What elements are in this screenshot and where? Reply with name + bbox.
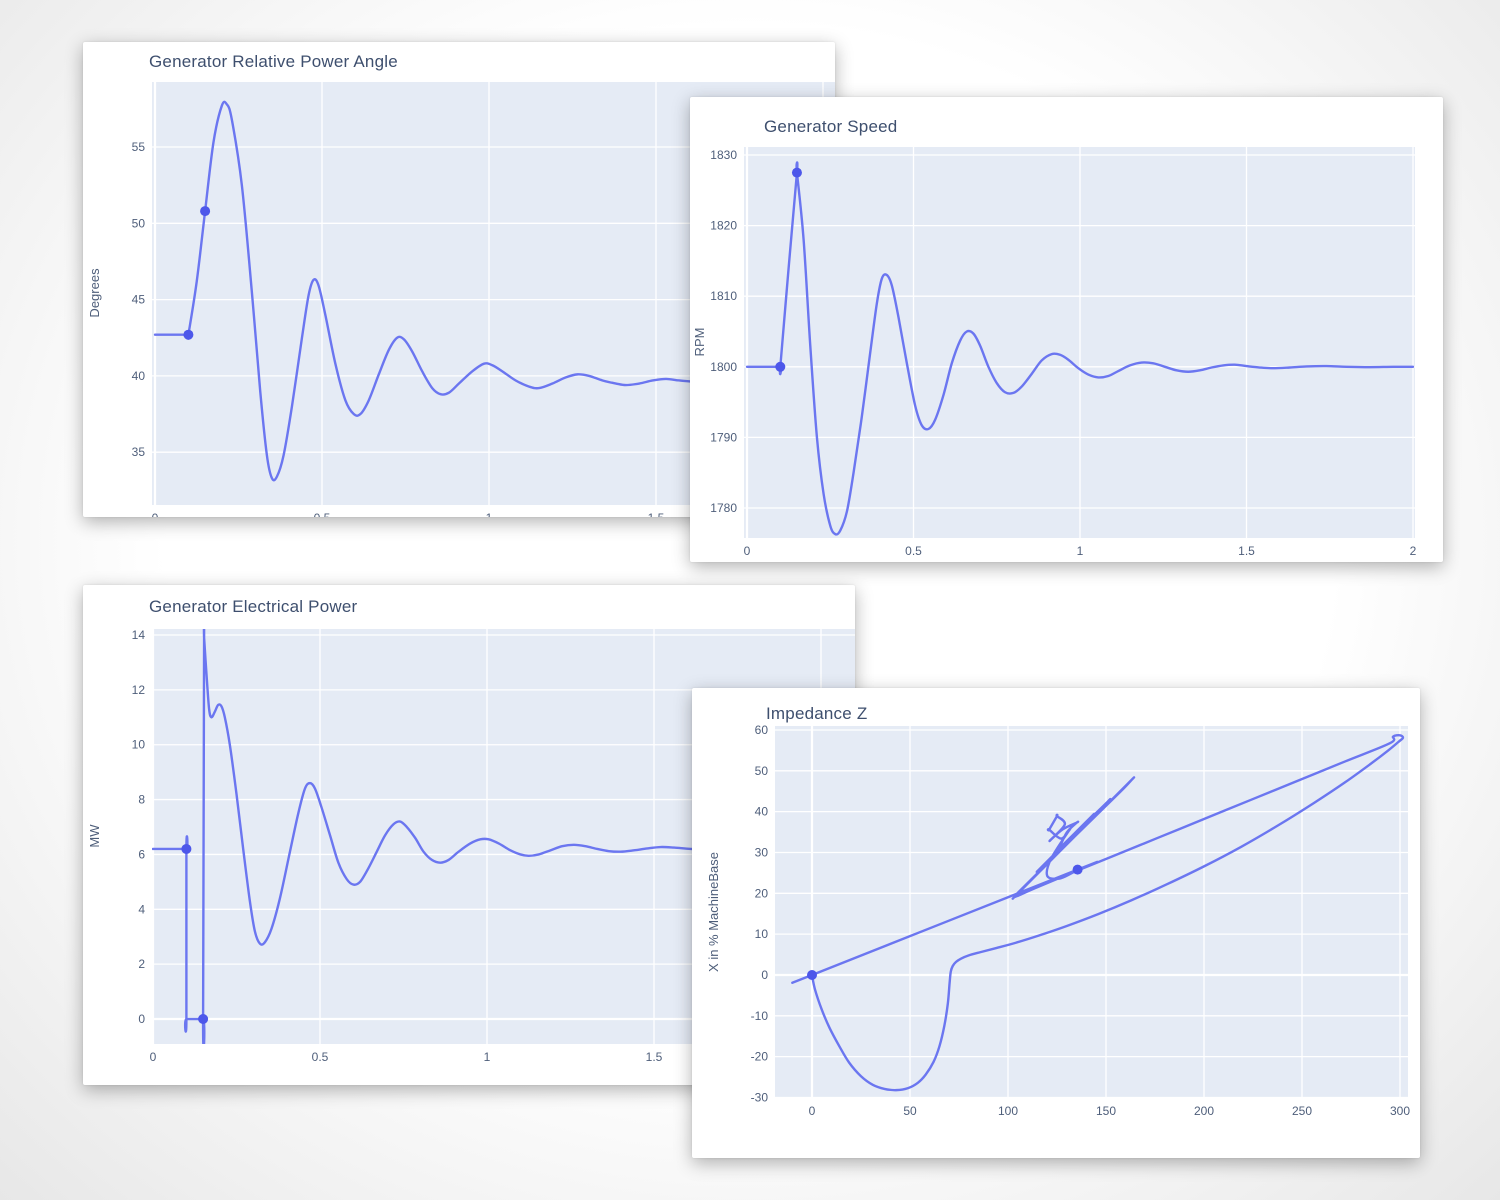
y-tick-label: 40 [132, 369, 146, 383]
y-tick-label: 60 [755, 723, 769, 737]
chart-title-power-angle: Generator Relative Power Angle [149, 52, 398, 71]
y-tick-label: 0 [138, 1012, 145, 1026]
x-tick-label: 1 [1077, 544, 1084, 558]
y-tick-label: 10 [755, 927, 769, 941]
y-tick-label: 50 [755, 764, 769, 778]
y-tick-label: 14 [132, 628, 146, 642]
chart-title-impedance: Impedance Z [766, 704, 868, 723]
series-marker[interactable] [1072, 864, 1083, 875]
y-tick-label: 1820 [710, 219, 737, 233]
y-axis-title: Degrees [87, 268, 102, 318]
x-tick-label: 1 [484, 1050, 491, 1064]
series-marker[interactable] [807, 969, 817, 980]
chart-card-generator-speed: Generator Speed 0 0.5 1 1.5 2 1780 1790 1800 181… [690, 97, 1443, 562]
x-tick-label: 100 [998, 1104, 1018, 1118]
series-marker[interactable] [181, 843, 192, 854]
x-tick-label: 50 [903, 1104, 917, 1118]
chart-card-impedance: Impedance Z 0 50 100 150 200 250 300 -30 -20 -10 0… [692, 688, 1420, 1158]
y-tick-label: 0 [761, 968, 768, 982]
y-tick-label: 55 [132, 140, 146, 154]
series-line[interactable] [745, 161, 1415, 536]
x-tick-label: 2 [1410, 544, 1417, 558]
y-tick-label: 20 [755, 886, 769, 900]
y-tick-label: 1830 [710, 148, 737, 162]
y-tick-label: 10 [132, 738, 146, 752]
x-tick-label: 1.5 [648, 511, 665, 517]
y-axis-title: MW [87, 824, 102, 848]
y-axis-title: X in % MachineBase [706, 852, 721, 972]
chart-title-generator-speed: Generator Speed [764, 117, 898, 136]
y-tick-label: 50 [132, 216, 146, 230]
series-line[interactable] [152, 608, 823, 1047]
y-tick-label: 1790 [710, 430, 737, 444]
y-tick-label: 45 [132, 293, 146, 307]
series-marker[interactable] [183, 329, 194, 340]
x-tick-label: 200 [1194, 1104, 1214, 1118]
x-tick-label: 300 [1390, 1104, 1410, 1118]
x-tick-label: 0 [150, 1050, 157, 1064]
x-tick-label: 1.5 [646, 1050, 663, 1064]
x-tick-label: 1.5 [1238, 544, 1255, 558]
y-tick-label: 12 [132, 683, 146, 697]
x-tick-label: 0.5 [905, 544, 922, 558]
y-tick-label: 35 [132, 445, 146, 459]
series-marker[interactable] [198, 1014, 209, 1025]
y-tick-label: 2 [138, 957, 145, 971]
plot-background [775, 726, 1408, 1098]
x-tick-label: 0.5 [314, 511, 331, 517]
y-axis-title: RPM [692, 328, 707, 357]
y-tick-label: 40 [755, 805, 769, 819]
series-line[interactable] [791, 734, 1405, 1092]
x-tick-label: 0 [744, 544, 751, 558]
y-tick-label: 4 [138, 902, 145, 916]
y-tick-label: -20 [751, 1050, 769, 1064]
y-tick-label: 8 [138, 793, 145, 807]
series-marker[interactable] [775, 361, 786, 372]
y-tick-label: 1780 [710, 501, 737, 515]
y-tick-label: 30 [755, 845, 769, 859]
y-tick-label: 6 [138, 847, 145, 861]
series-marker[interactable] [791, 167, 802, 178]
series-line[interactable] [153, 100, 825, 482]
x-tick-label: 0.5 [312, 1050, 329, 1064]
impedance-plot-area[interactable]: 0 50 100 150 200 250 300 -30 -20 -10 0 10 20 30 40 50 60… [692, 688, 1420, 1158]
x-tick-label: 250 [1292, 1104, 1312, 1118]
y-tick-label: -30 [751, 1090, 769, 1104]
x-tick-label: 0 [809, 1104, 816, 1118]
x-tick-label: 0 [152, 511, 159, 517]
y-tick-label: -10 [751, 1009, 769, 1023]
chart-title-electrical-power: Generator Electrical Power [149, 597, 358, 616]
y-tick-label: 1800 [710, 360, 737, 374]
x-tick-label: 1 [486, 511, 493, 517]
y-tick-label: 1810 [710, 289, 737, 303]
x-tick-label: 150 [1096, 1104, 1116, 1118]
series-marker[interactable] [200, 206, 211, 217]
speed-plot-area[interactable]: 0 0.5 1 1.5 2 1780 1790 1800 1810 1820 1830 RPM [690, 97, 1443, 562]
